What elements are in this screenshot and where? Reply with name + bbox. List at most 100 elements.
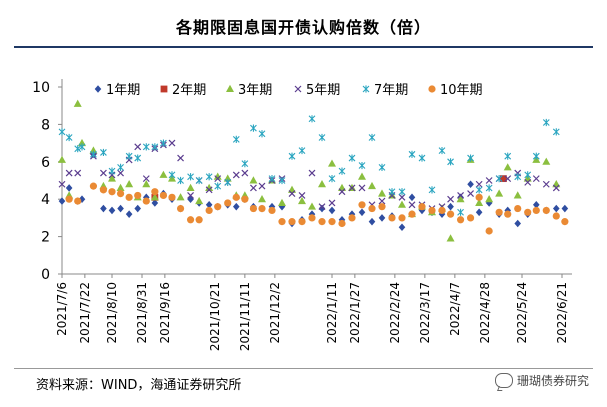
y-tick-label: 2 — [41, 230, 50, 246]
data-point-5 — [318, 133, 326, 142]
data-point-3 — [308, 202, 316, 210]
data-point-5 — [388, 188, 396, 196]
data-point-5 — [348, 154, 356, 162]
data-point-5 — [250, 124, 257, 132]
data-point-6 — [388, 214, 396, 222]
data-point-4 — [214, 175, 222, 183]
data-point-6 — [134, 191, 142, 200]
data-point-6 — [258, 204, 266, 213]
data-point-6 — [298, 218, 306, 226]
data-point-4 — [187, 192, 194, 199]
y-tick-label: 8 — [41, 117, 50, 133]
data-point-4 — [100, 169, 107, 177]
legend-marker-5 — [362, 85, 370, 93]
data-point-6 — [74, 197, 82, 205]
data-point-4 — [177, 154, 184, 162]
data-point-6 — [348, 214, 356, 222]
data-point-4 — [58, 180, 66, 188]
watermark-text: 珊瑚债券研究 — [516, 374, 589, 388]
data-point-3 — [298, 196, 306, 205]
data-point-4 — [308, 169, 316, 177]
data-point-3 — [338, 183, 346, 191]
x-tick-label: 2021/10/21 — [208, 282, 222, 351]
data-point-4 — [408, 201, 416, 209]
data-point-5 — [504, 152, 512, 160]
data-point-5 — [475, 186, 483, 194]
data-point-3 — [108, 174, 116, 182]
data-point-5 — [214, 182, 222, 190]
data-point-6 — [542, 206, 550, 215]
x-tick-label: 2022/5/24 — [515, 282, 529, 344]
data-point-3 — [318, 180, 326, 188]
data-point-1 — [467, 180, 474, 189]
data-point-5 — [151, 143, 159, 151]
x-tick-label: 2021/12/2 — [268, 282, 282, 344]
data-point-5 — [205, 173, 213, 181]
data-point-6 — [408, 210, 416, 218]
data-point-4 — [457, 192, 464, 199]
data-point-1 — [232, 202, 240, 211]
data-point-5 — [142, 143, 150, 151]
data-point-3 — [378, 189, 386, 197]
data-point-5 — [358, 161, 366, 170]
data-point-3 — [213, 172, 222, 180]
data-point-4 — [532, 175, 540, 183]
data-point-5 — [232, 135, 240, 143]
data-point-6 — [108, 188, 116, 196]
x-tick-label: 2022/4/7 — [448, 282, 462, 336]
data-point-5 — [78, 143, 86, 151]
data-point-5 — [74, 145, 82, 153]
data-point-6 — [214, 203, 222, 211]
data-point-6 — [116, 189, 125, 198]
data-point-5 — [168, 171, 176, 179]
data-point-4 — [467, 190, 474, 198]
data-point-1 — [504, 206, 512, 215]
data-point-1 — [514, 219, 522, 228]
data-point-4 — [358, 184, 366, 192]
data-point-5 — [447, 158, 454, 166]
x-tick-label: 2021/9/16 — [158, 282, 172, 344]
data-point-3 — [278, 198, 286, 206]
y-tick-label: 10 — [32, 80, 50, 96]
data-point-3 — [456, 195, 465, 203]
scatter-chart: 0 2 4 6 8 10 2021/7/6 2021/7/22 2021/8/10 2021/8/… — [32, 79, 572, 351]
data-point-3 — [258, 195, 266, 203]
data-point-4 — [65, 169, 73, 177]
data-point-1 — [532, 201, 540, 209]
data-point-4 — [168, 139, 176, 147]
data-point-5 — [288, 152, 296, 160]
data-point-4 — [338, 188, 346, 196]
data-point-1 — [134, 204, 142, 213]
data-point-3 — [552, 180, 561, 188]
data-point-2 — [500, 175, 507, 183]
data-point-6 — [561, 218, 569, 226]
legend-marker-3 — [226, 84, 234, 92]
data-point-6 — [159, 191, 168, 200]
x-tick-label: 2022/4/28 — [478, 282, 492, 344]
data-point-6 — [232, 193, 240, 201]
data-point-6 — [89, 182, 98, 190]
data-point-5 — [368, 133, 376, 142]
x-tick-label: 2021/7/22 — [78, 282, 92, 344]
data-point-5 — [125, 152, 133, 160]
data-point-3 — [475, 198, 484, 206]
data-point-1 — [117, 204, 124, 213]
data-point-3 — [58, 155, 66, 163]
data-point-4 — [504, 175, 512, 183]
data-point-5 — [241, 160, 249, 168]
data-point-4 — [298, 192, 306, 199]
data-point-3 — [116, 183, 125, 191]
data-point-1 — [561, 204, 569, 213]
wechat-bubble-icon — [494, 373, 513, 388]
x-tick-label: 2021/8/31 — [135, 282, 149, 344]
data-point-3 — [503, 163, 512, 171]
data-point-6 — [205, 206, 213, 215]
legend-label-3: 3年期 — [238, 83, 272, 98]
data-point-1 — [418, 206, 426, 215]
data-point-6 — [288, 218, 296, 226]
data-point-5 — [65, 133, 73, 142]
chart-title: 各期限固息国开债认购倍数（倍） — [175, 18, 431, 37]
data-point-1 — [378, 214, 386, 222]
legend-label-5: 7年期 — [374, 83, 408, 98]
x-tick-label: 2021/11/11 — [238, 282, 252, 351]
